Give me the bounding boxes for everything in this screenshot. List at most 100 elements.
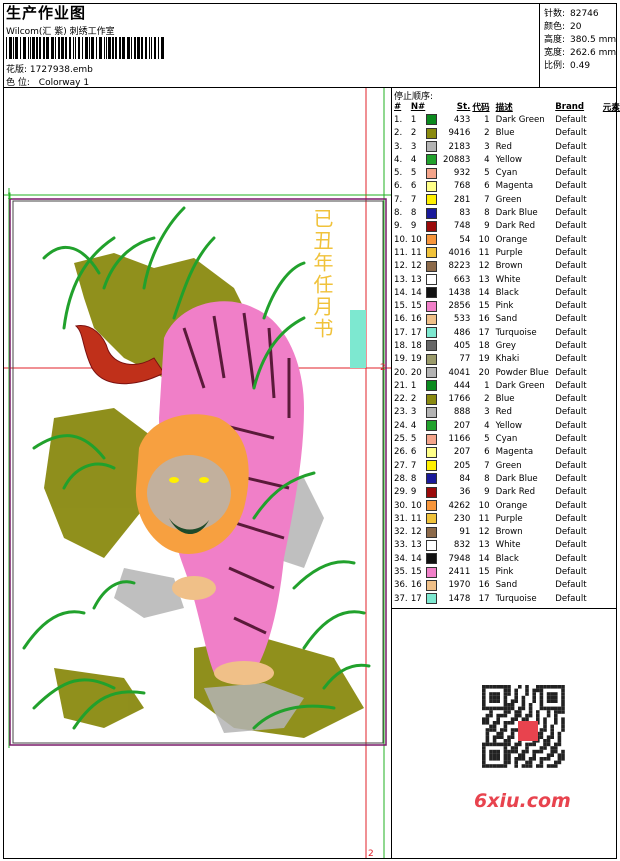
row-index: 23. [394,407,408,418]
row-brand: Default [555,128,587,139]
color-swatch [426,207,438,219]
header-vert-divider [539,3,540,88]
row-brand: Default [555,460,587,471]
table-row: 2. 2 9416 2 Blue Default [394,127,620,140]
color-swatch [426,446,438,458]
color-swatch [426,247,438,259]
row-code: 12 [478,261,490,272]
row-stitches: 91 [459,527,471,538]
row-stitches: 205 [453,460,471,471]
row-code: 7 [484,460,490,471]
row-code: 15 [478,301,490,312]
table-row: 13. 13 663 13 White Default [394,273,620,286]
page-title: 生产作业图 [6,4,87,22]
row-description: Red [495,141,512,152]
row-stitches: 207 [453,447,471,458]
color-swatch [426,473,438,485]
row-description: Brown [495,261,523,272]
row-index: 37. [394,593,408,604]
color-swatch [426,180,438,192]
row-code: 3 [484,407,490,418]
color-swatch [426,353,438,365]
row-n: 2 [410,394,417,405]
table-row: 15. 15 2856 15 Pink Default [394,299,620,312]
row-stitches: 83 [459,208,471,219]
table-row: 21. 1 444 1 Dark Green Default [394,379,620,392]
row-n: 16 [410,314,422,325]
row-stitches: 433 [453,114,471,125]
row-code: 8 [484,473,490,484]
table-row: 20. 20 4041 20 Powder Blue Default [394,366,620,379]
marker-right: 2 [380,363,386,373]
color-swatch [426,380,438,392]
table-row: 25. 5 1166 5 Cyan Default [394,432,620,445]
row-brand: Default [555,553,587,564]
row-brand: Default [555,394,587,405]
col-header-n: N# [410,101,426,112]
page-frame [3,3,617,859]
row-stitches: 230 [453,513,471,524]
row-n: 1 [410,114,417,125]
row-n: 17 [410,593,422,604]
row-code: 2 [484,394,490,405]
row-code: 4 [484,420,490,431]
table-row: 1. 1 433 1 Dark Green Default [394,113,620,126]
row-stitches: 533 [453,314,471,325]
row-stitches: 7948 [448,553,471,564]
row-n: 5 [410,168,417,179]
table-row: 5. 5 932 5 Cyan Default [394,166,620,179]
row-stitches: 405 [453,340,471,351]
row-code: 20 [478,367,490,378]
hoop-inner [12,200,384,744]
row-stitches: 2856 [448,301,471,312]
row-brand: Default [555,407,587,418]
row-code: 8 [484,208,490,219]
row-brand: Default [555,168,587,179]
row-index: 6. [394,181,403,192]
row-n: 8 [410,473,417,484]
row-code: 7 [484,194,490,205]
row-brand: Default [555,540,587,551]
row-stitches: 888 [453,407,471,418]
row-n: 1 [410,380,417,391]
table-row: 6. 6 768 6 Magenta Default [394,180,620,193]
row-description: Pink [495,567,514,578]
row-index: 2. [394,128,403,139]
row-code: 16 [478,580,490,591]
row-n: 13 [410,274,422,285]
row-index: 34. [394,553,408,564]
row-code: 4 [484,154,490,165]
table-row: 26. 6 207 6 Magenta Default [394,446,620,459]
row-brand: Default [555,567,587,578]
row-n: 16 [410,580,422,591]
row-description: Blue [495,128,515,139]
row-description: Khaki [495,354,520,365]
row-stitches: 1970 [448,580,471,591]
row-stitches: 1766 [448,394,471,405]
row-index: 19. [394,354,408,365]
color-swatch [426,194,438,206]
colorway-value: Colorway 1 [38,78,90,88]
table-row: 33. 13 832 13 White Default [394,539,620,552]
row-n: 18 [410,340,422,351]
row-n: 17 [410,327,422,338]
color-swatch [426,460,438,472]
color-swatch [426,313,438,325]
row-stitches: 1438 [448,287,471,298]
row-index: 9. [394,221,403,232]
row-description: Grey [495,340,516,351]
table-row: 31. 11 230 11 Purple Default [394,512,620,525]
row-brand: Default [555,447,587,458]
row-code: 16 [478,314,490,325]
table-row: 11. 11 4016 11 Purple Default [394,246,620,259]
table-row: 32. 12 91 12 Brown Default [394,526,620,539]
row-code: 17 [478,327,490,338]
row-n: 10 [410,500,422,511]
row-index: 14. [394,287,408,298]
row-code: 14 [478,287,490,298]
tiger-paw-right [214,661,274,685]
row-description: Purple [495,247,523,258]
row-stitches: 932 [453,168,471,179]
row-stitches: 207 [453,420,471,431]
row-code: 11 [478,513,490,524]
